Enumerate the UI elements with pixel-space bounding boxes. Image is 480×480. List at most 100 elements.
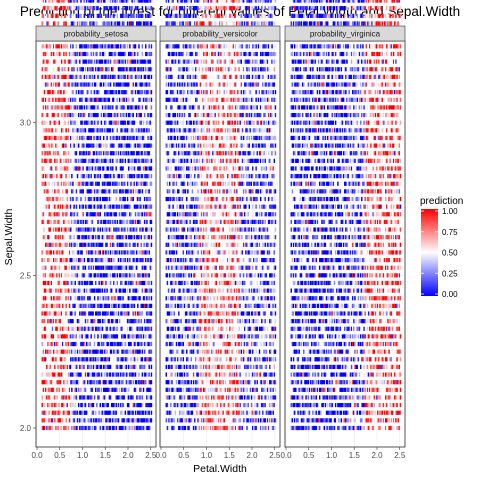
heatmap-tile xyxy=(74,288,76,293)
heatmap-tile xyxy=(71,219,73,225)
heatmap-tile xyxy=(89,181,91,186)
heatmap-tile xyxy=(117,403,120,408)
heatmap-tile xyxy=(91,82,94,87)
heatmap-tile xyxy=(62,425,64,431)
heatmap-tile xyxy=(122,334,124,339)
heatmap-tile xyxy=(71,90,73,95)
heatmap-tile xyxy=(107,44,109,49)
heatmap-tile xyxy=(56,212,58,217)
heatmap-tile xyxy=(66,44,69,49)
heatmap-tile xyxy=(48,151,50,156)
heatmap-tile xyxy=(96,189,98,194)
heatmap-tile xyxy=(63,151,65,156)
heatmap-tile xyxy=(104,364,106,370)
heatmap-tile xyxy=(90,242,92,247)
heatmap-tile xyxy=(102,181,105,186)
heatmap-tile xyxy=(91,166,94,171)
heatmap-tile xyxy=(73,242,75,247)
heatmap-tile xyxy=(106,67,108,72)
heatmap-tile xyxy=(48,280,50,286)
heatmap-tile xyxy=(110,120,113,125)
heatmap-tile xyxy=(67,158,70,163)
heatmap-tile xyxy=(57,21,59,26)
heatmap-tile xyxy=(97,341,99,347)
heatmap-tile xyxy=(83,82,86,87)
heatmap-tile xyxy=(96,13,98,18)
heatmap-tile xyxy=(67,349,70,354)
heatmap-tile xyxy=(51,418,54,423)
heatmap-tile xyxy=(109,319,112,324)
heatmap-tile xyxy=(121,280,123,286)
heatmap-tile xyxy=(95,418,97,423)
heatmap-tile xyxy=(89,151,91,156)
heatmap-tile xyxy=(63,257,65,263)
heatmap-tile xyxy=(73,97,75,102)
heatmap-tile xyxy=(54,97,56,102)
heatmap-tile xyxy=(56,181,58,186)
heatmap-tile xyxy=(118,0,121,3)
heatmap-tile xyxy=(99,143,101,148)
heatmap-tile xyxy=(110,235,113,240)
heatmap-tile xyxy=(60,112,63,118)
heatmap-tile xyxy=(106,227,108,232)
heatmap-tile xyxy=(115,6,117,11)
heatmap-tile xyxy=(83,59,86,64)
heatmap-tile xyxy=(50,403,53,408)
heatmap-tile xyxy=(69,364,72,370)
heatmap-tile xyxy=(54,341,56,347)
heatmap-tile xyxy=(64,13,66,18)
heatmap-tile xyxy=(118,265,121,270)
heatmap-tile xyxy=(99,257,101,263)
heatmap-tile xyxy=(51,158,54,163)
heatmap-tile xyxy=(77,0,80,3)
heatmap-tile xyxy=(55,395,57,400)
heatmap-tile xyxy=(54,418,56,423)
heatmap-tile xyxy=(73,334,75,339)
heatmap-tile xyxy=(90,273,92,278)
heatmap-tile xyxy=(71,319,73,324)
heatmap-tile xyxy=(115,135,117,141)
heatmap-tile xyxy=(120,196,122,202)
heatmap-tile xyxy=(50,212,53,217)
heatmap-tile xyxy=(89,280,91,286)
heatmap-tile xyxy=(65,67,67,72)
heatmap-tile xyxy=(54,112,56,118)
heatmap-tile xyxy=(96,51,98,57)
heatmap-tile xyxy=(67,59,70,64)
heatmap-tile xyxy=(101,74,104,80)
heatmap-tile xyxy=(81,120,83,125)
heatmap-tile xyxy=(52,410,55,415)
heatmap-tile xyxy=(107,341,109,347)
heatmap-tile xyxy=(43,112,46,118)
heatmap-tile xyxy=(110,6,113,11)
heatmap-tile xyxy=(65,349,67,354)
heatmap-tile xyxy=(81,166,83,171)
heatmap-tile xyxy=(101,242,104,247)
heatmap-tile xyxy=(89,403,91,408)
heatmap-tile xyxy=(122,59,124,64)
heatmap-tile xyxy=(96,0,98,3)
heatmap-tile xyxy=(120,341,122,347)
heatmap-tile xyxy=(122,158,124,163)
heatmap-tile xyxy=(44,74,47,80)
heatmap-tile xyxy=(58,403,61,408)
heatmap-tile xyxy=(71,0,73,3)
heatmap-tile xyxy=(64,380,66,385)
heatmap-tile xyxy=(112,311,114,316)
heatmap-tile xyxy=(76,227,79,232)
heatmap-tile xyxy=(58,311,61,316)
heatmap-tile xyxy=(67,227,70,232)
heatmap-tile xyxy=(54,67,56,72)
heatmap-tile xyxy=(97,204,99,209)
heatmap-tile xyxy=(74,395,76,400)
heatmap-tile xyxy=(122,105,124,110)
heatmap-tile xyxy=(73,189,75,194)
heatmap-tile xyxy=(50,303,53,308)
heatmap-tile xyxy=(58,364,61,370)
heatmap-tile xyxy=(51,380,54,385)
heatmap-tile xyxy=(101,67,104,72)
heatmap-tile xyxy=(75,212,78,217)
heatmap-tile xyxy=(63,219,65,225)
heatmap-tile xyxy=(47,341,49,347)
heatmap-tile xyxy=(82,174,84,179)
